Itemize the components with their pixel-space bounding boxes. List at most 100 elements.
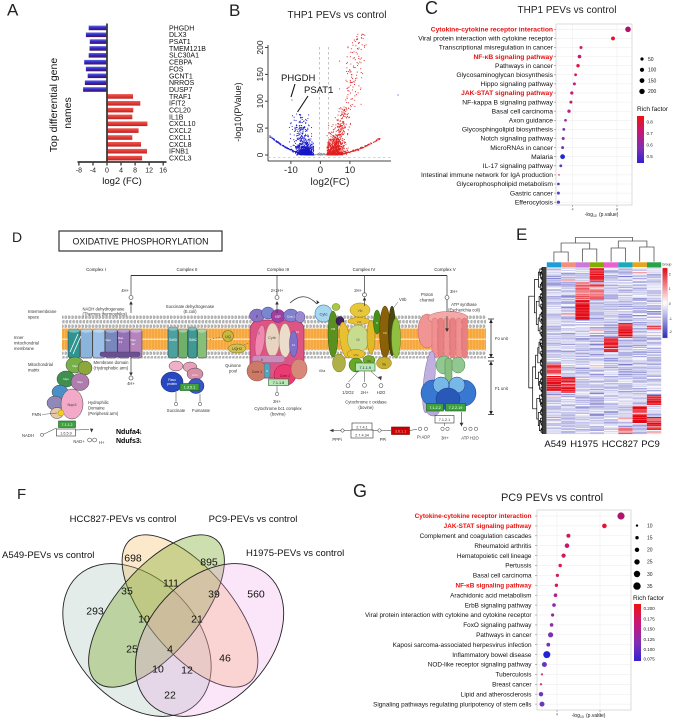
svg-text:NRROS: NRROS [169,80,195,87]
svg-text:HCC827: HCC827 [602,439,638,450]
svg-text:-2: -2 [669,330,672,334]
svg-text:Cytb: Cytb [268,336,276,340]
svg-text:1.3.5.1: 1.3.5.1 [184,386,196,390]
svg-text:12: 12 [131,342,135,346]
svg-text:8: 8 [133,168,137,175]
svg-text:1.6.5.9: 1.6.5.9 [60,432,72,436]
svg-text:10: 10 [593,214,597,218]
svg-text:150: 150 [255,67,265,81]
svg-text:7.2.2.19: 7.2.2.19 [449,406,463,410]
svg-text:Succinate dehydrogenase: Succinate dehydrogenase [166,304,215,309]
svg-text:NADH: NADH [22,433,34,438]
svg-text:0.075: 0.075 [644,656,656,661]
svg-text:Nqo: Nqo [118,336,124,340]
svg-text:3H+: 3H+ [441,436,449,441]
svg-text:10: 10 [152,664,164,676]
svg-text:698: 698 [124,553,142,565]
svg-text:7.1.2.1: 7.1.2.1 [439,418,451,422]
svg-text:Pathways in cancer: Pathways in cancer [495,63,554,70]
svg-text:200: 200 [648,89,657,95]
svg-text:F1 unit: F1 unit [495,386,509,391]
svg-text:30: 30 [647,572,653,578]
svg-text:IL1B: IL1B [169,114,184,121]
svg-text:HCC827-PEVs vs control: HCC827-PEVs vs control [70,514,177,525]
svg-text:22: 22 [164,690,176,702]
svg-text:0.175: 0.175 [644,616,656,621]
svg-text:12: 12 [181,665,193,677]
svg-text:(p.value): (p.value) [599,212,619,218]
svg-text:NF-κB signaling pathway: NF-κB signaling pathway [473,54,553,61]
svg-text:H1975: H1975 [570,439,598,450]
svg-text:SLC30A1: SLC30A1 [169,53,199,60]
svg-text:UQ: UQ [225,335,231,339]
svg-text:PC9-PEVs vs control: PC9-PEVs vs control [209,514,298,525]
svg-text:46: 46 [219,653,231,665]
svg-text:Notch signaling pathway: Notch signaling pathway [481,136,554,143]
svg-text:0.200: 0.200 [644,606,656,611]
svg-text:4H+: 4H+ [127,381,135,386]
svg-text:4H+: 4H+ [121,288,129,293]
svg-text:PSAT1: PSAT1 [169,39,191,46]
svg-text:6: 6 [261,358,263,362]
svg-text:IFIT2: IFIT2 [169,101,185,108]
svg-text:Iron: Iron [192,373,198,377]
svg-text:293: 293 [86,606,104,618]
svg-text:1: 1 [669,287,671,291]
svg-text:7.1.1.9: 7.1.1.9 [359,366,371,370]
svg-text:0.100: 0.100 [644,647,656,652]
svg-text:CXCL3: CXCL3 [169,155,192,162]
svg-text:GCNT1: GCNT1 [169,73,193,80]
svg-text:Cytokine-cytokine receptor int: Cytokine-cytokine receptor interaction [431,27,553,34]
svg-text:channel: channel [420,298,435,303]
svg-text:9: 9 [266,369,268,373]
svg-text:log2 (FC): log2 (FC) [102,176,142,187]
svg-text:0.7: 0.7 [647,131,654,136]
svg-text:Hippo signaling pathway: Hippo signaling pathway [481,81,554,88]
svg-text:15: 15 [647,536,653,542]
svg-text:7.1.2.2: 7.1.2.2 [429,406,441,410]
svg-text:4: 4 [167,644,173,656]
svg-text:Vb: Vb [367,359,371,363]
svg-text:(E.coli): (E.coli) [183,309,197,314]
svg-text:FoxO signaling pathway: FoxO signaling pathway [463,622,532,629]
svg-text:SdhC: SdhC [189,338,198,342]
svg-text:CXCL1: CXCL1 [169,135,192,142]
svg-text:Nqo3: Nqo3 [67,403,76,407]
svg-text:25: 25 [647,560,653,566]
svg-text:Nqo: Nqo [63,377,69,381]
svg-text:Hydrophilic: Hydrophilic [88,400,109,405]
svg-text:0: 0 [318,165,323,176]
svg-text:mitochondrial: mitochondrial [14,341,39,346]
svg-text:150: 150 [648,78,657,84]
svg-text:Fumarate: Fumarate [192,408,211,413]
svg-text:DLX3: DLX3 [169,32,187,39]
svg-text:Cytc1: Cytc1 [287,315,295,319]
svg-text:Complement and coagulation cas: Complement and coagulation cascades [420,533,532,540]
svg-text:50: 50 [648,57,654,63]
svg-text:ISP: ISP [275,315,281,319]
svg-text:8: 8 [616,208,618,212]
svg-text:560: 560 [247,589,265,601]
svg-text:11: 11 [292,343,295,347]
svg-text:0.8: 0.8 [647,120,654,125]
svg-text:JAK-STAT signaling pathway: JAK-STAT signaling pathway [461,90,553,97]
svg-text:-log: -log [585,212,594,218]
svg-text:Kaposi sarcoma-associated herp: Kaposi sarcoma-associated herpesvirus in… [393,642,532,649]
svg-text:Ndufa4: Ndufa4 [116,429,140,436]
svg-text:Cytochrome bc1 complex: Cytochrome bc1 complex [254,406,302,411]
svg-text:PC9: PC9 [641,439,659,450]
svg-text:Rheumatoid arthritis: Rheumatoid arthritis [474,543,531,550]
svg-text:3H+: 3H+ [450,289,458,294]
svg-text:Complex IV: Complex IV [353,267,376,272]
svg-text:0: 0 [255,152,265,157]
svg-text:Membrane domain: Membrane domain [94,360,130,365]
svg-text:35: 35 [121,586,133,598]
svg-text:VIIa: VIIa [319,369,325,373]
svg-text:Glycerophospholipid metabolism: Glycerophospholipid metabolism [456,181,553,188]
svg-text:Cytochrome c oxidase: Cytochrome c oxidase [345,400,387,405]
svg-text:-10: -10 [284,165,298,176]
svg-text:A549: A549 [544,439,566,450]
svg-text:Pertussis: Pertussis [505,563,531,570]
svg-text:Viral protein interaction with: Viral protein interaction with cytokine … [418,36,554,43]
svg-text:E: E [516,225,527,244]
